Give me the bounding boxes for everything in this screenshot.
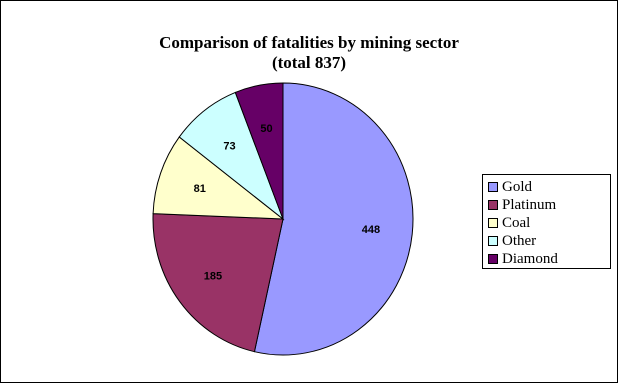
pie-label-platinum: 185	[204, 270, 222, 282]
pie-slice-coal	[152, 136, 285, 220]
legend-item-coal: Coal	[488, 214, 610, 232]
legend-item-diamond: Diamond	[488, 250, 610, 268]
legend-label: Gold	[502, 178, 532, 195]
legend-swatch	[488, 236, 498, 246]
chart-title-line-2: (total 837)	[271, 53, 347, 72]
legend-swatch	[488, 200, 498, 210]
legend-swatch	[488, 218, 498, 228]
legend-label: Coal	[502, 214, 531, 231]
legend-label: Diamond	[502, 250, 558, 267]
chart-title: Comparison of fatalities by mining secto…	[0, 33, 618, 73]
pie-slice-gold	[253, 82, 414, 356]
chart-legend: Gold Platinum Coal Other Diamond	[482, 174, 611, 269]
legend-label: Other	[502, 232, 537, 249]
pie-label-diamond: 50	[260, 123, 272, 135]
pie-label-coal: 81	[194, 183, 206, 195]
pie-slice-platinum	[152, 213, 284, 353]
legend-swatch	[488, 254, 498, 264]
pie-label-gold: 448	[362, 224, 380, 236]
pie-label-other: 73	[223, 140, 235, 152]
legend-swatch	[488, 182, 498, 192]
chart-title-line-1: Comparison of fatalities by mining secto…	[159, 33, 459, 52]
pie-slice-diamond	[234, 82, 284, 220]
legend-item-other: Other	[488, 232, 610, 250]
legend-item-gold: Gold	[488, 178, 610, 196]
legend-label: Platinum	[502, 196, 557, 213]
legend-item-platinum: Platinum	[488, 196, 610, 214]
